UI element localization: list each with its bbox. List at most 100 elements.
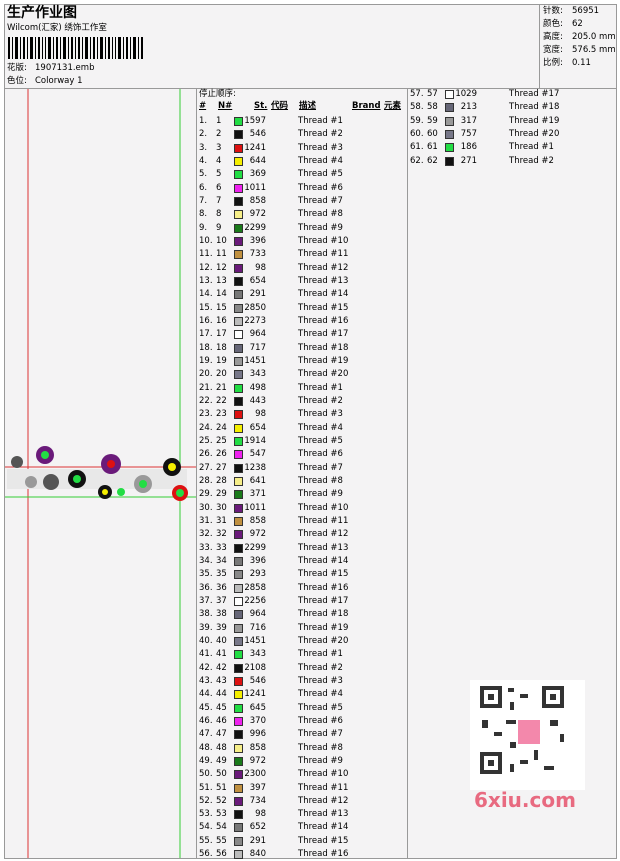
row-description: Thread #6 (298, 449, 343, 460)
row-stitches: 972 (249, 209, 266, 220)
row-description: Thread #20 (509, 128, 560, 139)
row-index: 18. (199, 342, 213, 353)
row-stitches: 1241 (244, 689, 266, 700)
stat-label: 高度: (543, 32, 563, 42)
column-header: 描述 (299, 101, 317, 111)
row-description: Thread #14 (298, 289, 349, 300)
row-index: 41. (199, 649, 213, 660)
row-description: Thread #12 (298, 262, 349, 273)
row-index: 17. (199, 329, 213, 340)
row-index: 1. (199, 116, 208, 126)
row-description: Thread #13 (298, 809, 349, 820)
color-swatch (445, 143, 454, 153)
stat-value: 62 (572, 19, 583, 29)
row-description: Thread #14 (298, 555, 349, 566)
color-swatch (234, 316, 243, 326)
row-index: 13. (199, 275, 213, 286)
color-swatch (234, 410, 243, 420)
row-number: 46 (216, 715, 227, 726)
row-description: Thread #4 (298, 155, 343, 166)
row-description: Thread #7 (298, 195, 343, 206)
row-number: 25 (216, 435, 227, 446)
row-index: 36. (199, 582, 213, 593)
row-index: 57. (410, 89, 424, 99)
color-swatch (234, 236, 243, 246)
row-description: Thread #11 (298, 249, 349, 260)
row-index: 50. (199, 769, 213, 780)
row-description: Thread #3 (298, 142, 343, 153)
title: 生产作业图 (7, 5, 77, 21)
color-swatch (234, 117, 243, 126)
row-index: 24. (199, 422, 213, 433)
row-number: 62 (427, 155, 438, 166)
row-index: 5. (199, 169, 208, 180)
row-description: Thread #9 (298, 755, 343, 766)
row-description: Thread #19 (298, 622, 349, 633)
stat-label: 比例: (543, 58, 563, 68)
row-number: 16 (216, 315, 227, 326)
barcode (8, 37, 143, 59)
row-stitches: 1597 (244, 116, 266, 126)
color-swatch (234, 250, 243, 260)
row-number: 47 (216, 729, 227, 740)
row-number: 24 (216, 422, 227, 433)
table-left (196, 88, 408, 859)
row-number: 52 (216, 795, 227, 806)
color-swatch (234, 130, 243, 140)
row-number: 43 (216, 675, 227, 686)
row-stitches: 2299 (244, 542, 266, 553)
row-number: 60 (427, 128, 438, 139)
row-number: 31 (216, 515, 227, 526)
color-swatch (234, 623, 243, 633)
color-swatch (234, 583, 243, 593)
row-number: 11 (216, 249, 227, 260)
row-description: Thread #11 (298, 515, 349, 526)
stat-label: 宽度: (543, 45, 563, 55)
row-description: Thread #15 (298, 302, 349, 313)
row-stitches: 2300 (244, 769, 266, 780)
row-stitches: 654 (249, 275, 266, 286)
row-description: Thread #19 (509, 115, 560, 126)
table-caption: 停止顺序: (199, 89, 236, 99)
row-number: 18 (216, 342, 227, 353)
row-number: 13 (216, 275, 227, 286)
row-number: 15 (216, 302, 227, 313)
row-number: 33 (216, 542, 227, 553)
row-index: 15. (199, 302, 213, 313)
row-number: 58 (427, 102, 438, 113)
row-stitches: 716 (249, 622, 266, 633)
color-swatch (234, 516, 243, 526)
qr-code (480, 686, 564, 774)
row-number: 57 (427, 89, 438, 99)
row-description: Thread #9 (298, 222, 343, 233)
row-number: 53 (216, 809, 227, 820)
row-stitches: 1451 (244, 355, 266, 366)
column-header: St. (254, 101, 268, 111)
row-number: 8 (216, 209, 222, 220)
row-index: 62. (410, 155, 424, 166)
row-stitches: 371 (249, 489, 266, 500)
color-swatch (445, 116, 454, 126)
row-stitches: 1011 (244, 182, 266, 193)
stat-value: 56951 (572, 6, 600, 16)
row-stitches: 1241 (244, 142, 266, 153)
row-index: 61. (410, 142, 424, 153)
watermark: 6xiu.com (474, 788, 576, 812)
color-swatch (445, 103, 454, 113)
row-stitches: 369 (249, 169, 266, 180)
row-number: 35 (216, 569, 227, 580)
row-number: 32 (216, 529, 227, 540)
row-stitches: 546 (249, 129, 266, 140)
row-index: 31. (199, 515, 213, 526)
color-swatch (234, 356, 243, 366)
row-description: Thread #1 (298, 116, 343, 126)
row-index: 10. (199, 235, 213, 246)
color-swatch (234, 556, 243, 566)
row-number: 28 (216, 475, 227, 486)
row-number: 59 (427, 115, 438, 126)
row-index: 22. (199, 395, 213, 406)
row-stitches: 858 (249, 742, 266, 753)
row-number: 9 (216, 222, 222, 233)
row-index: 34. (199, 555, 213, 566)
color-swatch (234, 823, 243, 833)
